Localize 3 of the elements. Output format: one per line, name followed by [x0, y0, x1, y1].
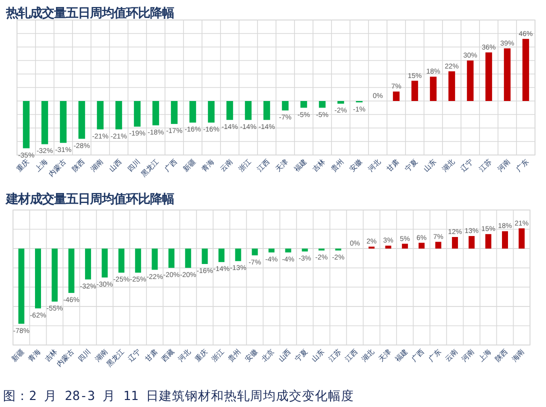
text: 图：2 月 28-3 月 11 日建筑钢材和热轧周均成交变化幅度 [3, 388, 354, 403]
chart-title: 热轧成交量五日周均值环比降幅 [5, 5, 174, 20]
chart-title: 建材成交量五日周均值环比降幅 [5, 191, 174, 206]
